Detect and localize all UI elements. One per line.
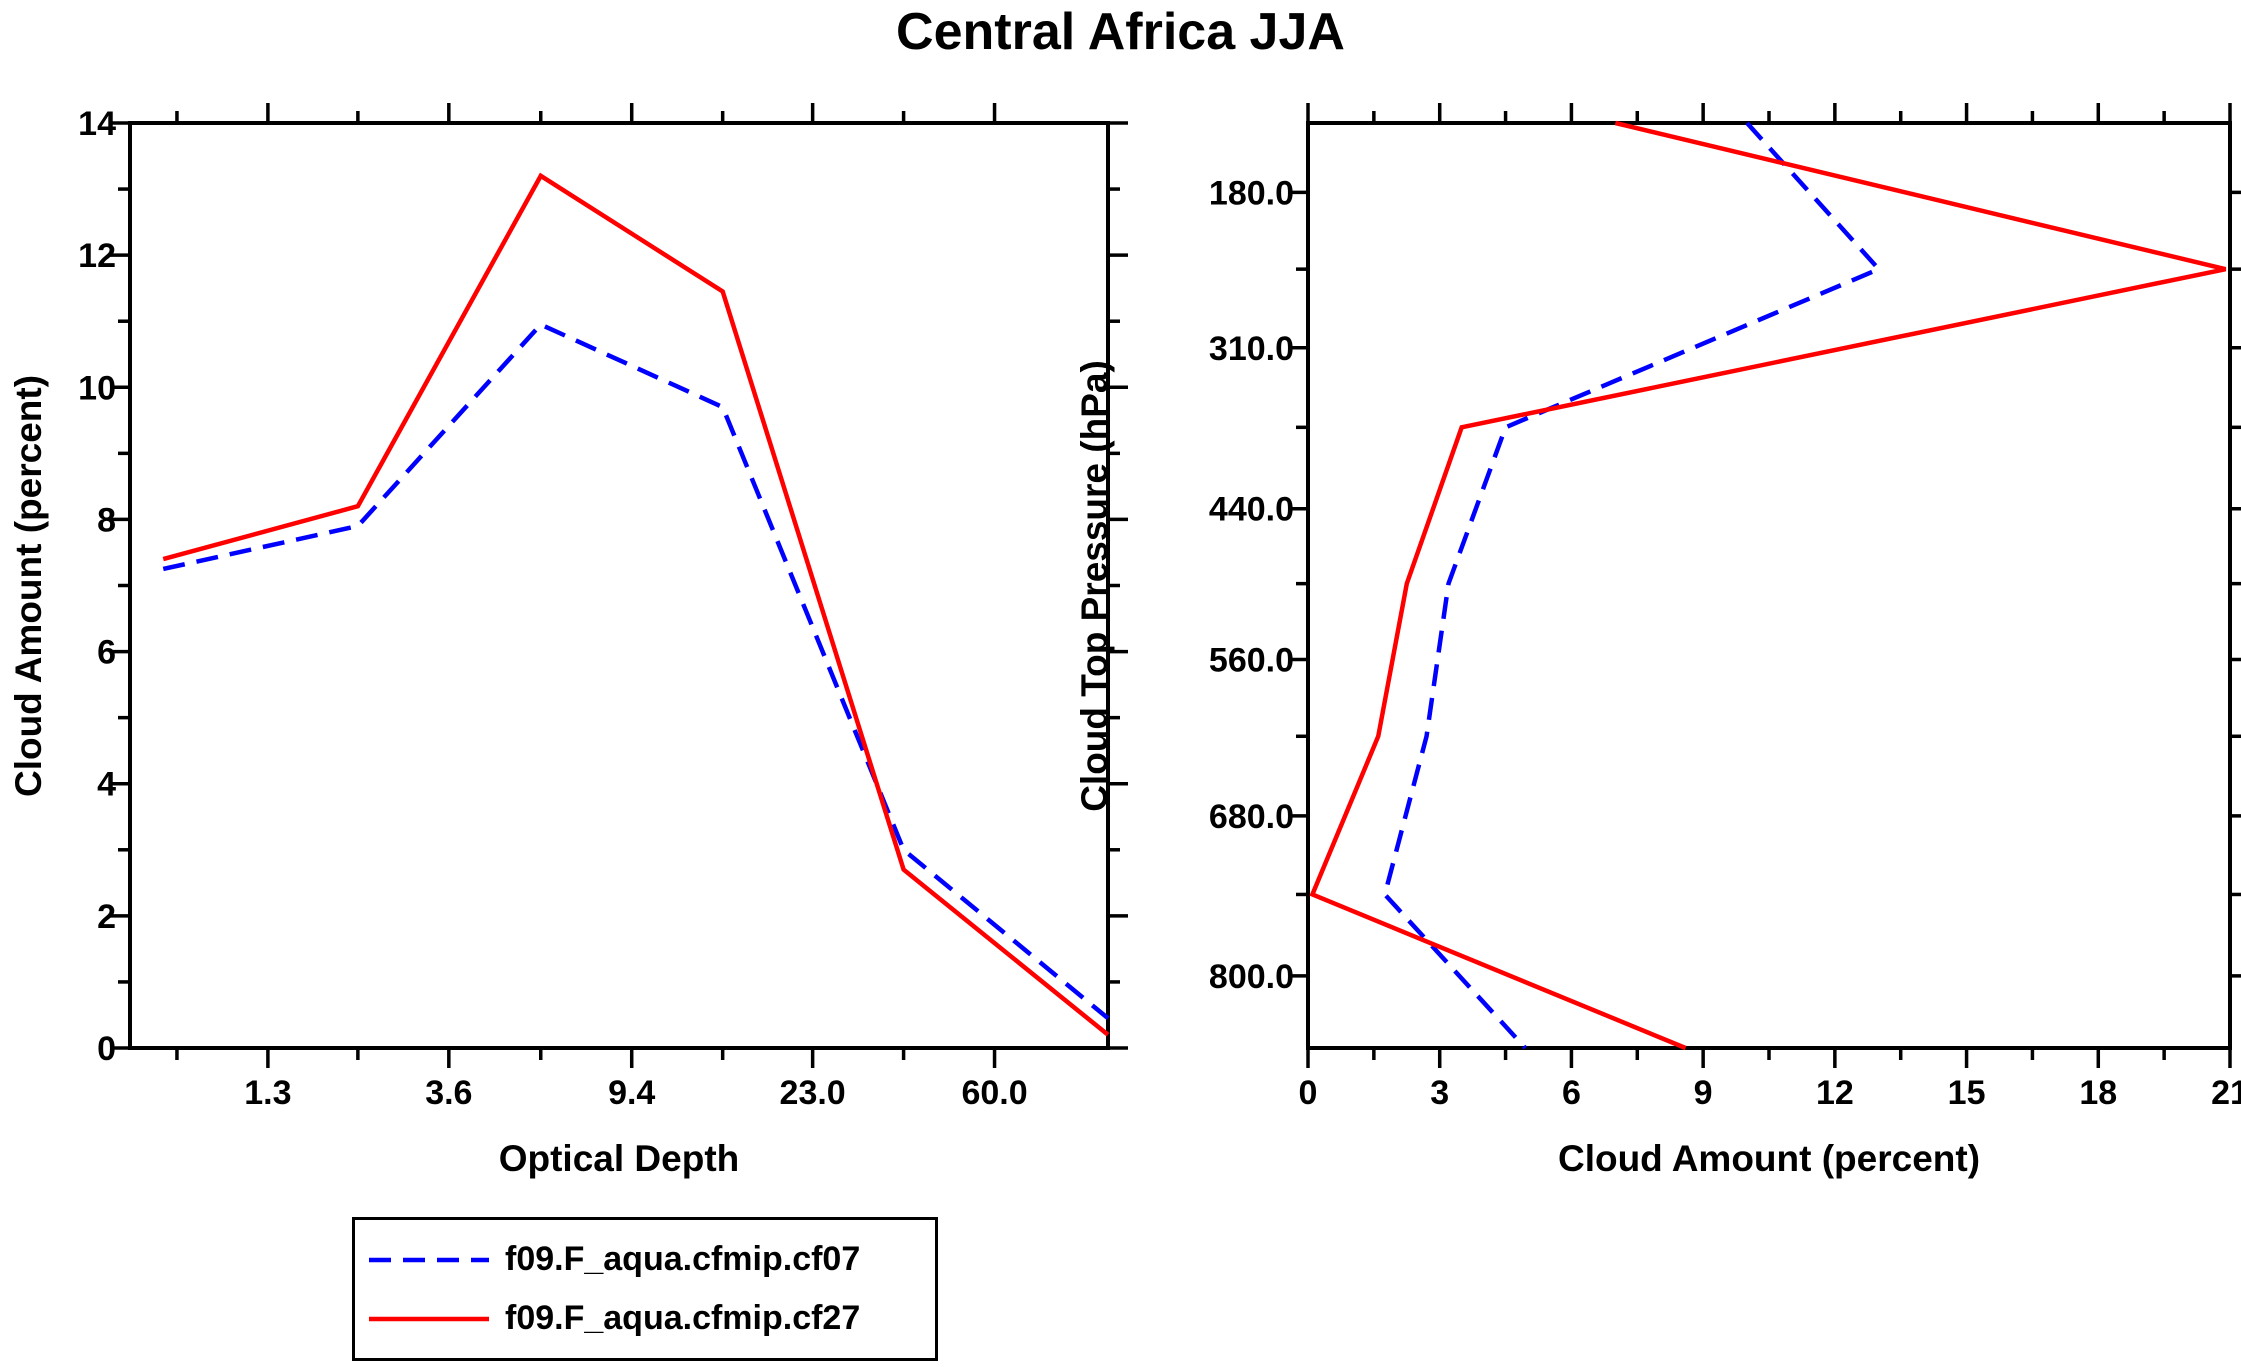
svg-text:3.6: 3.6: [425, 1074, 472, 1112]
svg-text:2: 2: [97, 898, 116, 936]
svg-text:4: 4: [97, 766, 116, 804]
svg-text:3: 3: [1430, 1074, 1449, 1112]
legend-label-cf07: f09.F_aqua.cfmip.cf07: [505, 1240, 861, 1278]
svg-text:0: 0: [1299, 1074, 1318, 1112]
right-panel-plot: 0 3 6 9 12 15 18 21 180.0 310.0 440.0 560.0 680.0 800…: [1209, 103, 2241, 1112]
svg-text:9.4: 9.4: [608, 1074, 655, 1112]
right-y-axis-title: Cloud Top Pressure (hPa): [1072, 123, 1118, 1048]
svg-text:14: 14: [78, 105, 116, 143]
svg-text:800.0: 800.0: [1209, 958, 1294, 996]
svg-text:680.0: 680.0: [1209, 798, 1294, 836]
svg-text:0: 0: [97, 1030, 116, 1068]
svg-text:8: 8: [97, 501, 116, 539]
legend-item-cf07: f09.F_aqua.cfmip.cf07: [369, 1240, 935, 1279]
svg-text:560.0: 560.0: [1209, 642, 1294, 680]
svg-text:9: 9: [1694, 1074, 1713, 1112]
svg-text:21: 21: [2211, 1074, 2241, 1112]
svg-text:6: 6: [97, 634, 116, 672]
right-x-axis-title: Cloud Amount (percent): [1557, 1138, 1981, 1179]
legend-line-sample-red-solid: [369, 1316, 489, 1321]
legend: f09.F_aqua.cfmip.cf07 f09.F_aqua.cfmip.c…: [352, 1217, 938, 1361]
right-y-axis-title-text: Cloud Top Pressure (hPa): [1074, 359, 1115, 812]
svg-text:180.0: 180.0: [1209, 174, 1294, 212]
svg-text:60.0: 60.0: [961, 1074, 1027, 1112]
legend-label-cf27: f09.F_aqua.cfmip.cf27: [505, 1299, 861, 1337]
svg-text:23.0: 23.0: [780, 1074, 846, 1112]
chart-title: Central Africa JJA: [896, 3, 1345, 61]
svg-text:6: 6: [1562, 1074, 1581, 1112]
svg-text:310.0: 310.0: [1209, 330, 1294, 368]
svg-text:440.0: 440.0: [1209, 491, 1294, 529]
left-y-axis-title: Cloud Amount (percent): [6, 123, 52, 1048]
left-panel-plot: 0 2 4 6 8 10 12 14 1.3 3.6 9.4 23.0 60.0: [78, 103, 1128, 1112]
svg-text:12: 12: [78, 237, 116, 275]
svg-text:15: 15: [1948, 1074, 1986, 1112]
legend-item-cf27: f09.F_aqua.cfmip.cf27: [369, 1299, 935, 1338]
svg-text:18: 18: [2079, 1074, 2117, 1112]
left-x-axis-title: Optical Depth: [498, 1138, 740, 1179]
svg-text:10: 10: [78, 369, 116, 407]
svg-text:1.3: 1.3: [244, 1074, 291, 1112]
svg-text:12: 12: [1816, 1074, 1854, 1112]
left-y-axis-title-text: Cloud Amount (percent): [8, 374, 49, 797]
legend-line-sample-blue-dashed: [369, 1257, 489, 1262]
